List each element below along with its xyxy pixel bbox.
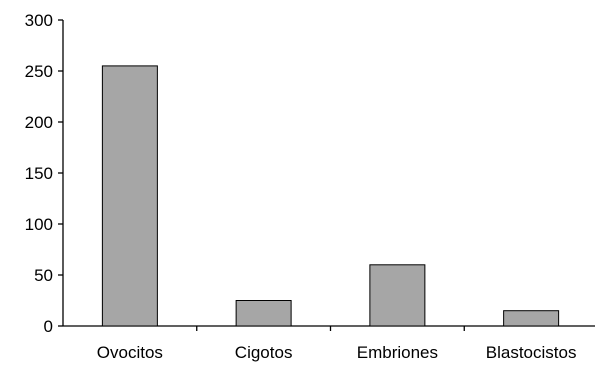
bars — [101, 65, 560, 327]
category-label: Embriones — [357, 343, 438, 362]
bar-ovocitos — [101, 65, 158, 327]
category-labels: Ovocitos Cigotos Embriones Blastocistos — [97, 343, 577, 362]
y-tick-label: 200 — [25, 113, 53, 132]
x-axis — [63, 325, 595, 331]
y-tick-label: 0 — [44, 317, 53, 336]
category-label: Ovocitos — [97, 343, 163, 362]
y-tick-label: 50 — [34, 266, 53, 285]
bar-blastocistos — [503, 310, 560, 327]
y-tick-label: 100 — [25, 215, 53, 234]
category-label: Blastocistos — [486, 343, 577, 362]
y-tick-label: 250 — [25, 62, 53, 81]
y-axis: 0 50 100 150 200 250 300 — [25, 11, 64, 336]
y-tick-label: 150 — [25, 164, 53, 183]
category-label: Cigotos — [235, 343, 293, 362]
bar-cigotos — [235, 300, 292, 327]
y-tick-label: 300 — [25, 11, 53, 30]
bar-embriones — [369, 264, 426, 327]
